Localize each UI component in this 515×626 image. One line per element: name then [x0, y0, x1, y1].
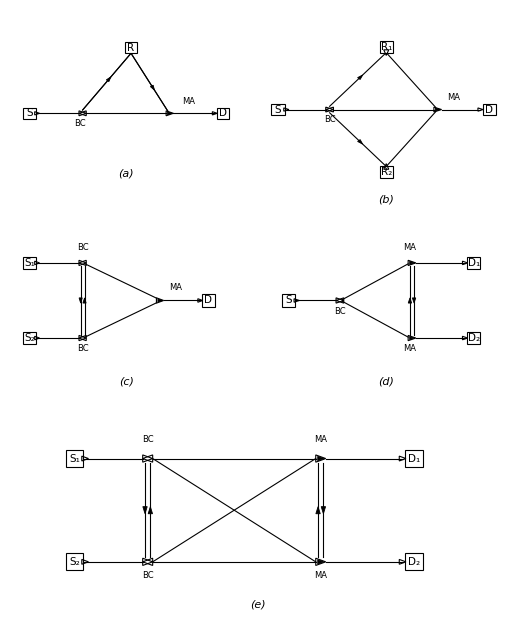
Bar — [405, 553, 422, 570]
Text: S₁: S₁ — [69, 454, 80, 463]
Text: BC: BC — [324, 115, 335, 125]
Bar — [282, 294, 295, 307]
Polygon shape — [410, 336, 414, 340]
Polygon shape — [316, 506, 320, 514]
Text: S: S — [285, 295, 291, 305]
Bar — [66, 553, 83, 570]
Bar — [125, 42, 138, 53]
Text: D: D — [485, 105, 493, 115]
Polygon shape — [357, 140, 363, 144]
Polygon shape — [150, 85, 154, 90]
Text: (c): (c) — [119, 377, 133, 387]
Bar — [23, 257, 36, 269]
Text: MA: MA — [447, 93, 460, 102]
Text: (d): (d) — [379, 377, 394, 387]
Text: D₂: D₂ — [408, 557, 420, 567]
Text: BC: BC — [77, 344, 89, 353]
Text: R₁: R₁ — [381, 42, 392, 52]
Polygon shape — [408, 298, 411, 303]
Text: BC: BC — [142, 436, 153, 444]
Text: D₂: D₂ — [468, 333, 480, 343]
Text: S₁: S₁ — [24, 258, 35, 268]
Polygon shape — [148, 506, 152, 514]
Text: D₁: D₁ — [408, 454, 420, 463]
Text: BC: BC — [77, 243, 89, 252]
Bar — [405, 450, 422, 467]
Bar — [467, 257, 480, 269]
Bar — [217, 108, 229, 119]
Text: MA: MA — [403, 244, 416, 252]
Polygon shape — [158, 299, 162, 302]
Text: D₁: D₁ — [468, 258, 480, 268]
Polygon shape — [357, 75, 363, 80]
Text: D: D — [219, 108, 227, 118]
Polygon shape — [318, 560, 324, 564]
Bar — [66, 450, 83, 467]
Bar — [271, 104, 285, 115]
Bar — [467, 332, 480, 344]
Text: BC: BC — [334, 307, 346, 316]
Text: D: D — [204, 295, 213, 305]
Text: (e): (e) — [250, 599, 265, 609]
Text: BC: BC — [142, 571, 153, 580]
Bar — [23, 108, 36, 119]
Text: BC: BC — [74, 118, 86, 128]
Bar — [23, 332, 36, 344]
Bar — [380, 167, 393, 178]
Text: MA: MA — [314, 571, 327, 580]
Text: S: S — [26, 108, 32, 118]
Text: MA: MA — [182, 96, 195, 106]
Bar — [202, 294, 215, 307]
Polygon shape — [106, 77, 111, 81]
Text: MA: MA — [403, 344, 416, 352]
Polygon shape — [83, 298, 86, 303]
Text: S₂: S₂ — [69, 557, 80, 567]
Bar — [380, 41, 393, 53]
Text: R₂: R₂ — [381, 167, 392, 177]
Text: S₂: S₂ — [24, 333, 35, 343]
Polygon shape — [318, 456, 324, 461]
Text: MA: MA — [169, 283, 182, 292]
Text: (a): (a) — [118, 169, 134, 179]
Text: R: R — [127, 43, 134, 53]
Bar — [483, 104, 496, 115]
Text: S: S — [275, 105, 281, 115]
Polygon shape — [167, 112, 172, 115]
Text: MA: MA — [314, 436, 327, 444]
Polygon shape — [435, 108, 440, 111]
Polygon shape — [410, 261, 414, 265]
Polygon shape — [321, 506, 325, 514]
Polygon shape — [79, 298, 82, 303]
Polygon shape — [413, 298, 416, 303]
Text: (b): (b) — [379, 194, 394, 204]
Polygon shape — [143, 506, 147, 514]
